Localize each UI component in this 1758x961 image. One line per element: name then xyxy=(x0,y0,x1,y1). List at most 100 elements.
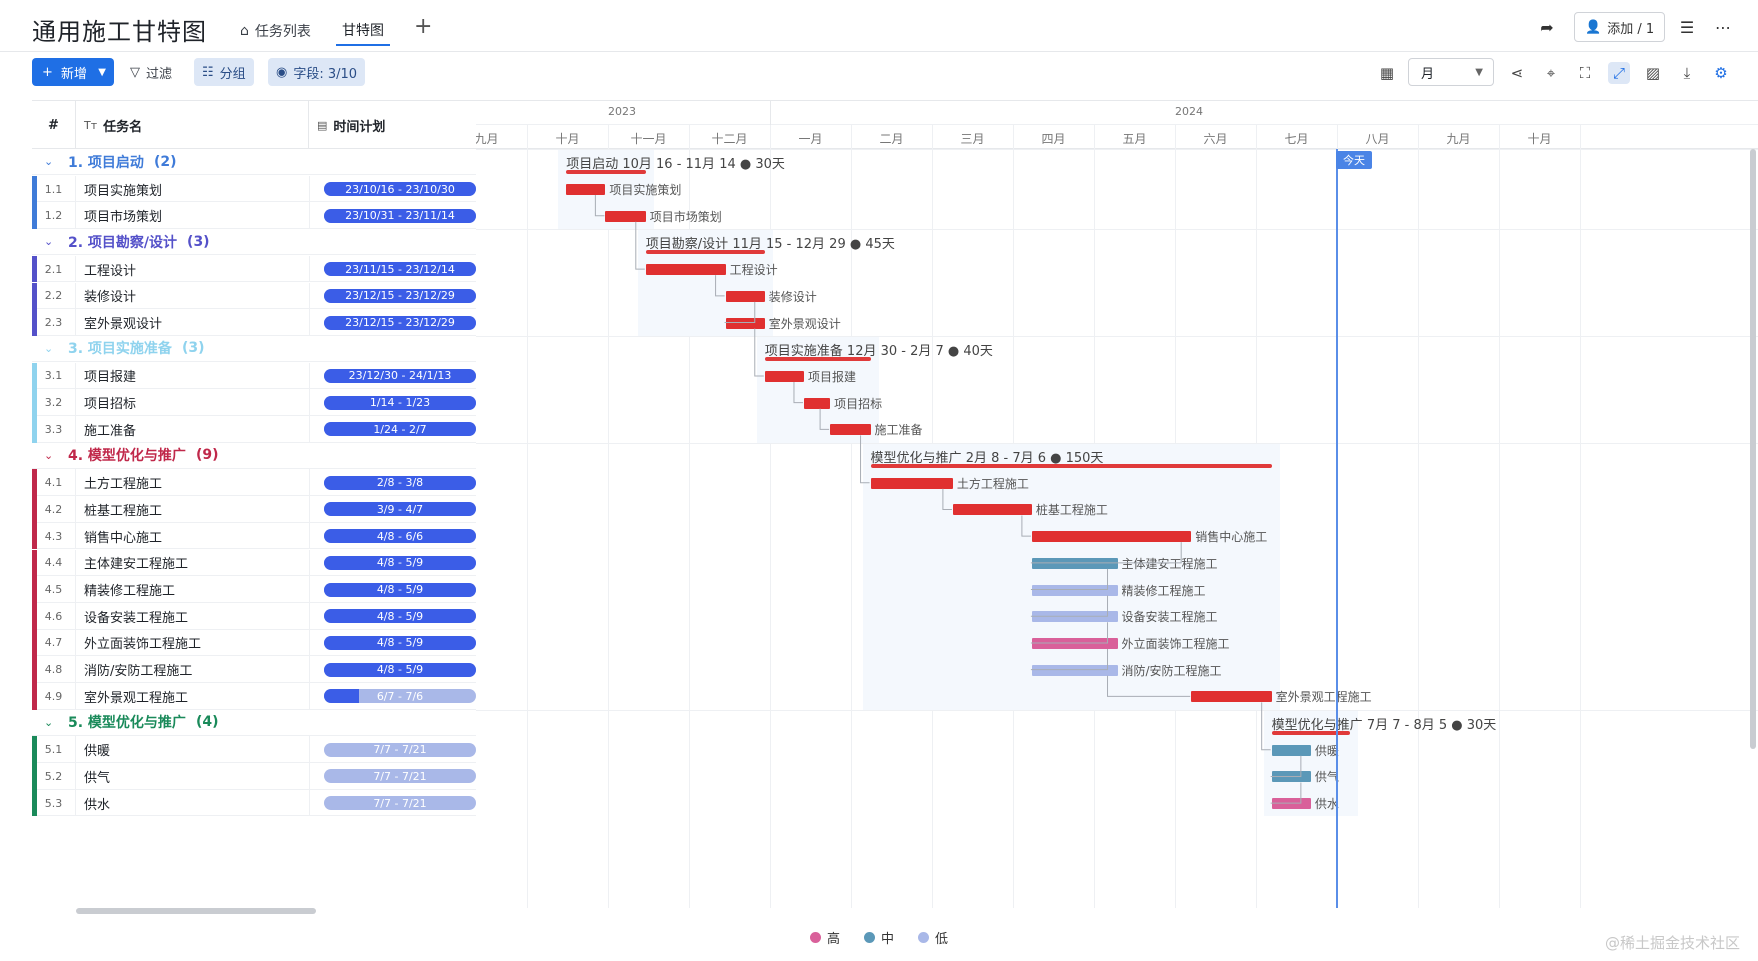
task-name[interactable]: 项目市场策划 xyxy=(84,210,163,226)
group-summary-label[interactable]: 模型优化与推广 2月 8 - 7月 6 ● 150天 xyxy=(871,447,1104,466)
task-bar[interactable] xyxy=(952,504,1032,516)
time-plan-pill[interactable]: 6/7 - 7/6 xyxy=(324,689,476,704)
task-bar[interactable] xyxy=(566,184,606,196)
time-plan-cell[interactable]: 23/12/30 - 24/1/13 xyxy=(309,362,476,390)
time-plan-pill[interactable]: 23/10/16 - 23/10/30 xyxy=(324,182,476,197)
table-row[interactable]: 4.9 室外景观工程施工 6/7 - 7/6 xyxy=(32,683,476,710)
task-name[interactable]: 土方工程施工 xyxy=(84,477,163,493)
tab-gantt[interactable]: 甘特图 xyxy=(336,16,390,46)
group-row[interactable]: ⌄ 1. 项目启动 (2) xyxy=(32,149,476,175)
download-icon[interactable]: ⤓ xyxy=(1683,64,1691,82)
group-summary-bar[interactable] xyxy=(566,170,646,174)
legend-item[interactable]: 中 xyxy=(863,922,894,952)
time-plan-cell[interactable]: 7/7 - 7/21 xyxy=(309,736,476,764)
col-header-name[interactable]: Tт 任务名 xyxy=(76,101,309,149)
time-plan-pill[interactable]: 23/12/15 - 23/12/29 xyxy=(324,288,476,303)
time-plan-cell[interactable]: 1/24 - 2/7 xyxy=(309,416,476,443)
task-bar[interactable] xyxy=(870,477,953,489)
time-plan-pill[interactable]: 23/10/31 - 23/11/14 xyxy=(324,208,476,223)
time-plan-pill[interactable]: 4/8 - 5/9 xyxy=(324,662,476,677)
time-plan-cell[interactable]: 23/12/15 - 23/12/29 xyxy=(309,282,476,310)
task-name[interactable]: 供暖 xyxy=(84,744,111,760)
time-plan-pill[interactable]: 4/8 - 5/9 xyxy=(324,555,476,570)
task-name[interactable]: 供气 xyxy=(84,770,111,786)
horizontal-scrollbar[interactable] xyxy=(76,908,316,914)
legend-item[interactable]: 低 xyxy=(918,922,948,952)
tab-task-list[interactable]: ⌂ 任务列表 xyxy=(240,16,311,46)
group-summary-label[interactable]: 模型优化与推广 7月 7 - 8月 5 ● 30天 xyxy=(1272,714,1497,733)
time-plan-cell[interactable]: 4/8 - 5/9 xyxy=(309,629,476,657)
table-row[interactable]: 1.2 项目市场策划 23/10/31 - 23/11/14 xyxy=(32,202,476,230)
table-row[interactable]: 5.1 供暖 7/7 - 7/21 xyxy=(32,736,476,764)
task-name[interactable]: 工程设计 xyxy=(84,263,137,279)
task-name[interactable]: 供水 xyxy=(84,797,111,813)
time-plan-pill[interactable]: 7/7 - 7/21 xyxy=(324,742,476,757)
task-name[interactable]: 项目实施策划 xyxy=(84,183,163,199)
time-plan-pill[interactable]: 4/8 - 5/9 xyxy=(324,635,476,650)
share-icon[interactable]: ➦ xyxy=(1540,17,1554,37)
table-row[interactable]: 3.1 项目报建 23/12/30 - 24/1/13 xyxy=(32,362,476,390)
table-row[interactable]: 2.1 工程设计 23/11/15 - 23/12/14 xyxy=(32,255,476,283)
expand-icon[interactable]: ⤢ xyxy=(1608,62,1630,84)
chevron-down-icon[interactable]: ⌄ xyxy=(44,235,54,249)
task-bar[interactable] xyxy=(764,370,804,382)
col-header-num[interactable]: # xyxy=(32,101,76,149)
task-name[interactable]: 外立面装饰工程施工 xyxy=(84,637,202,653)
group-button[interactable]: ☷ 分组 xyxy=(194,58,254,86)
add-view-button[interactable]: + xyxy=(414,14,433,39)
locate-today-icon[interactable]: ⌖ xyxy=(1546,64,1556,82)
task-name[interactable]: 销售中心施工 xyxy=(84,530,163,546)
legend-item[interactable]: 高 xyxy=(809,922,840,952)
table-row[interactable]: 4.6 设备安装工程施工 4/8 - 5/9 xyxy=(32,602,476,630)
table-row[interactable]: 1.1 项目实施策划 23/10/16 - 23/10/30 xyxy=(32,175,476,203)
time-plan-cell[interactable]: 3/9 - 4/7 xyxy=(309,496,476,523)
table-row[interactable]: 5.2 供气 7/7 - 7/21 xyxy=(32,763,476,790)
add-member-button[interactable]: 👤 添加 / 1 xyxy=(1574,12,1666,42)
time-plan-cell[interactable]: 4/8 - 5/9 xyxy=(309,576,476,603)
task-name[interactable]: 室外景观工程施工 xyxy=(84,690,189,706)
fit-icon[interactable]: ⛶ xyxy=(1579,64,1591,82)
group-summary-bar[interactable] xyxy=(645,250,765,255)
time-plan-pill[interactable]: 7/7 - 7/21 xyxy=(324,769,476,784)
time-plan-cell[interactable]: 7/7 - 7/21 xyxy=(309,763,476,790)
connections-icon[interactable]: ⋖ xyxy=(1510,64,1524,82)
group-row[interactable]: ⌄ 3. 项目实施准备 (3) xyxy=(32,336,476,362)
task-name[interactable]: 装修设计 xyxy=(84,290,137,306)
task-name[interactable]: 主体建安工程施工 xyxy=(84,557,189,573)
time-plan-pill[interactable]: 4/8 - 5/9 xyxy=(324,582,476,597)
task-bar[interactable] xyxy=(605,210,646,222)
task-bar[interactable] xyxy=(830,424,871,436)
group-row[interactable]: ⌄ 4. 模型优化与推广 (9) xyxy=(32,443,476,469)
time-plan-cell[interactable]: 23/10/31 - 23/11/14 xyxy=(309,202,476,230)
table-row[interactable]: 5.3 供水 7/7 - 7/21 xyxy=(32,789,476,817)
task-bar[interactable] xyxy=(1191,691,1272,703)
time-plan-pill[interactable]: 4/8 - 6/6 xyxy=(324,529,476,544)
task-bar[interactable] xyxy=(803,397,831,409)
time-plan-cell[interactable]: 23/10/16 - 23/10/30 xyxy=(309,175,476,203)
time-plan-pill[interactable]: 23/11/15 - 23/12/14 xyxy=(324,262,476,277)
group-summary-label[interactable]: 项目勘察/设计 11月 15 - 12月 29 ● 45天 xyxy=(646,233,895,252)
time-plan-pill[interactable]: 23/12/30 - 24/1/13 xyxy=(324,368,476,383)
table-row[interactable]: 2.3 室外景观设计 23/12/15 - 23/12/29 xyxy=(32,309,476,336)
table-row[interactable]: 4.4 主体建安工程施工 4/8 - 5/9 xyxy=(32,549,476,577)
group-summary-bar[interactable] xyxy=(870,463,1272,468)
new-button[interactable]: + 新增 ▼ xyxy=(32,58,114,86)
vertical-scrollbar[interactable] xyxy=(1750,149,1756,749)
group-row[interactable]: ⌄ 2. 项目勘察/设计 (3) xyxy=(32,229,476,256)
task-name[interactable]: 设备安装工程施工 xyxy=(84,610,189,626)
time-plan-pill[interactable]: 3/9 - 4/7 xyxy=(324,502,476,517)
task-bar[interactable] xyxy=(1271,744,1311,756)
critical-path-icon[interactable]: ▨ xyxy=(1645,64,1661,82)
time-plan-cell[interactable]: 4/8 - 5/9 xyxy=(309,656,476,683)
chevron-down-icon[interactable]: ⌄ xyxy=(44,448,54,462)
fields-button[interactable]: ◉ 字段: 3/10 xyxy=(268,58,366,86)
chevron-down-icon[interactable]: ⌄ xyxy=(44,155,54,168)
time-plan-cell[interactable]: 23/12/15 - 23/12/29 xyxy=(309,309,476,336)
time-plan-cell[interactable]: 4/8 - 5/9 xyxy=(309,549,476,577)
task-name[interactable]: 精装修工程施工 xyxy=(84,584,176,600)
task-name[interactable]: 桩基工程施工 xyxy=(84,503,163,519)
group-summary-label[interactable]: 项目实施准备 12月 30 - 2月 7 ● 40天 xyxy=(765,340,993,359)
chevron-down-icon[interactable]: ▼ xyxy=(98,66,106,78)
task-name[interactable]: 室外景观设计 xyxy=(84,317,163,333)
group-row[interactable]: ⌄ 5. 模型优化与推广 (4) xyxy=(32,710,476,736)
